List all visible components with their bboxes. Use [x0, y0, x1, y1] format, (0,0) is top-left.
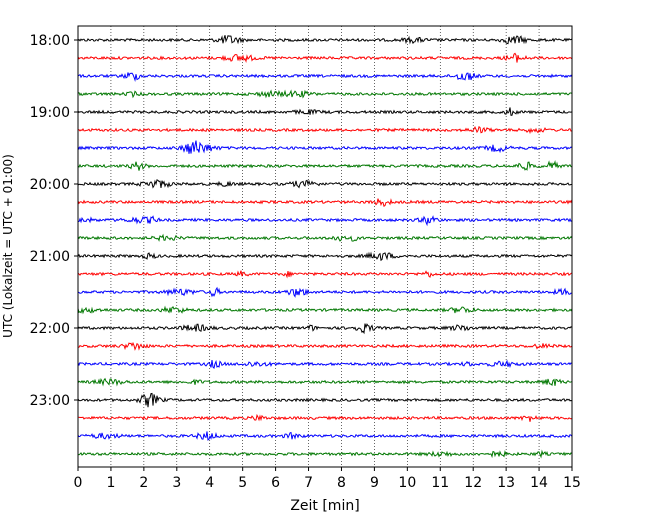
trace-2045	[77, 233, 573, 242]
x-tick-label: 6	[271, 475, 280, 491]
trace-2000	[77, 179, 573, 189]
x-tick-label: 9	[370, 475, 379, 491]
trace-2100	[77, 251, 573, 262]
trace-2030	[77, 215, 573, 227]
trace-2230	[77, 359, 573, 369]
trace-2145	[77, 305, 573, 315]
trace-1900	[77, 107, 573, 116]
plot-frame	[77, 25, 573, 468]
y-tick-label: 21:00	[30, 249, 70, 265]
trace-1845	[77, 89, 573, 99]
trace-1930	[77, 140, 573, 154]
y-tick-label: 19:00	[30, 105, 70, 121]
trace-2300	[77, 392, 573, 408]
x-tick-label: 4	[205, 475, 214, 491]
traces	[77, 35, 573, 459]
y-axis-label: UTC (Lokalzeit = UTC + 01:00)	[1, 154, 15, 338]
trace-2015	[77, 198, 573, 207]
x-tick-label: 0	[74, 475, 83, 491]
x-tick-label: 3	[172, 475, 181, 491]
x-tick-label: 13	[497, 475, 515, 491]
x-tick-label: 14	[530, 475, 548, 491]
trace-2315	[77, 413, 573, 422]
x-tick-label: 8	[337, 475, 346, 491]
trace-2245	[77, 377, 573, 387]
y-tick-label: 20:00	[30, 177, 70, 193]
trace-1915	[77, 126, 573, 135]
trace-2115	[77, 270, 573, 279]
x-axis-label: Zeit [min]	[290, 498, 359, 514]
x-tick-label: 2	[139, 475, 148, 491]
trace-2345	[77, 449, 573, 459]
y-tick-label: 22:00	[30, 321, 70, 337]
trace-2215	[77, 341, 573, 351]
trace-2200	[77, 323, 573, 335]
trace-1945	[77, 159, 573, 171]
x-tick-label: 7	[304, 475, 313, 491]
y-tick-label: 18:00	[30, 33, 70, 49]
x-tick-label: 10	[398, 475, 416, 491]
y-axis-ticks: 18:00 19:00 20:00 21:00 22:00 23:00	[30, 33, 78, 409]
x-tick-label: 12	[464, 475, 482, 491]
trace-2130	[77, 286, 573, 298]
x-tick-label: 15	[563, 475, 581, 491]
x-tick-label: 5	[238, 475, 247, 491]
x-tick-label: 11	[431, 475, 449, 491]
trace-1815	[77, 52, 573, 64]
trace-1800	[77, 35, 573, 45]
x-tick-label: 1	[106, 475, 115, 491]
trace-2330	[77, 431, 573, 441]
trace-1830	[77, 72, 573, 82]
y-tick-label: 23:00	[30, 393, 70, 409]
x-axis-ticks: 0 1 2 3 4 5 6 7 8 9 10 11 12 13 14 15	[74, 467, 581, 491]
